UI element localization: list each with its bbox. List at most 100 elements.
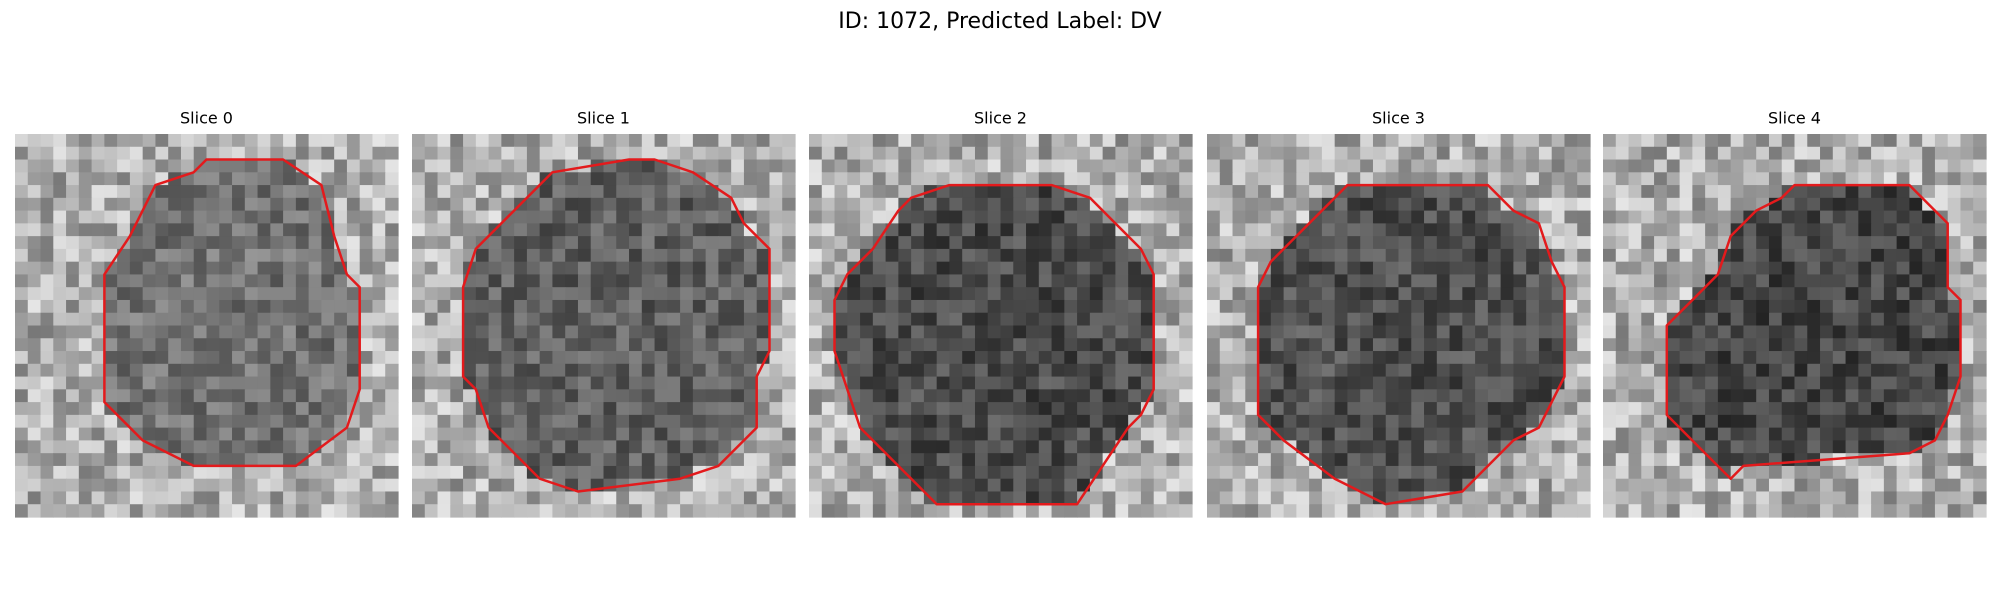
pixel [743, 440, 758, 454]
pixel [1436, 223, 1451, 237]
pixel [1309, 427, 1323, 441]
pixel [1258, 210, 1272, 224]
pixel [1258, 172, 1272, 186]
pixel [1385, 236, 1400, 250]
pixel [1513, 491, 1527, 505]
pixel [667, 172, 681, 186]
pixel [372, 491, 386, 505]
pixel [1756, 478, 1770, 493]
pixel [1845, 325, 1859, 339]
pixel [577, 261, 592, 276]
pixel [1038, 172, 1053, 186]
pixel [1679, 146, 1693, 161]
pixel [1424, 325, 1438, 339]
pixel [1140, 351, 1155, 365]
pixel [412, 236, 426, 250]
pixel [1077, 427, 1091, 441]
pixel [1883, 299, 1898, 314]
pixel [1615, 453, 1630, 467]
pixel [1089, 261, 1104, 276]
pixel [629, 236, 643, 250]
pixel [1500, 504, 1514, 518]
pixel [654, 223, 668, 237]
pixel [1717, 338, 1732, 352]
pixel [346, 287, 361, 301]
pixel [1270, 261, 1285, 276]
pixel [1398, 312, 1412, 327]
pixel [526, 338, 541, 352]
pixel [206, 236, 220, 250]
pixel [782, 427, 796, 441]
pixel [1475, 325, 1489, 339]
pixel [437, 172, 451, 186]
pixel [1896, 389, 1910, 403]
pixel [488, 440, 502, 454]
pixel [232, 312, 246, 327]
pixel [1411, 440, 1425, 454]
pixel [821, 402, 836, 416]
pixel [1115, 402, 1129, 416]
pixel [962, 287, 976, 301]
pixel [1794, 223, 1808, 237]
pixel [1283, 338, 1297, 352]
pixel [1603, 440, 1617, 454]
pixel [1513, 389, 1527, 403]
pixel [40, 376, 54, 390]
pixel [1140, 210, 1155, 224]
pixel [962, 338, 976, 352]
pixel [1603, 274, 1617, 288]
pixel [1603, 389, 1617, 403]
pixel [1115, 185, 1129, 199]
pixel [1513, 210, 1527, 224]
pixel [1411, 312, 1425, 327]
pixel [206, 185, 220, 199]
pixel [91, 338, 105, 352]
pixel [667, 274, 681, 288]
pixel [1832, 363, 1847, 378]
pixel [936, 504, 951, 518]
pixel [53, 223, 67, 237]
pixel [1756, 504, 1770, 518]
pixel [1603, 351, 1617, 365]
pixel [1743, 402, 1757, 416]
pixel [1883, 504, 1898, 518]
pixel [1283, 325, 1297, 339]
pixel [1000, 197, 1014, 212]
pixel [501, 159, 515, 173]
pixel [308, 465, 322, 480]
pixel [1641, 223, 1655, 237]
pixel [1934, 299, 1949, 314]
pixel [359, 134, 374, 148]
pixel [346, 427, 361, 441]
pixel [1743, 236, 1757, 250]
pixel [552, 299, 566, 314]
pixel [885, 312, 899, 327]
pixel [450, 134, 464, 148]
pixel [565, 261, 579, 276]
pixel [1500, 491, 1514, 505]
pixel [834, 197, 848, 212]
pixel [1564, 440, 1578, 454]
pixel [1128, 376, 1142, 390]
pixel [1424, 363, 1438, 378]
pixel [412, 146, 426, 161]
pixel [206, 172, 220, 186]
pixel [1679, 363, 1693, 378]
pixel [654, 504, 668, 518]
pixel [1896, 261, 1910, 276]
pixel [78, 504, 93, 518]
pixel [321, 299, 335, 314]
pixel [821, 465, 836, 480]
pixel [1449, 414, 1463, 429]
pixel [1166, 261, 1180, 276]
pixel [1666, 402, 1681, 416]
pixel [1372, 223, 1387, 237]
pixel [718, 287, 732, 301]
pixel [1641, 338, 1655, 352]
pixel [450, 236, 464, 250]
pixel [1692, 376, 1706, 390]
pixel [756, 389, 771, 403]
pixel [1140, 491, 1155, 505]
pixel [936, 134, 951, 148]
pixel [885, 248, 899, 263]
